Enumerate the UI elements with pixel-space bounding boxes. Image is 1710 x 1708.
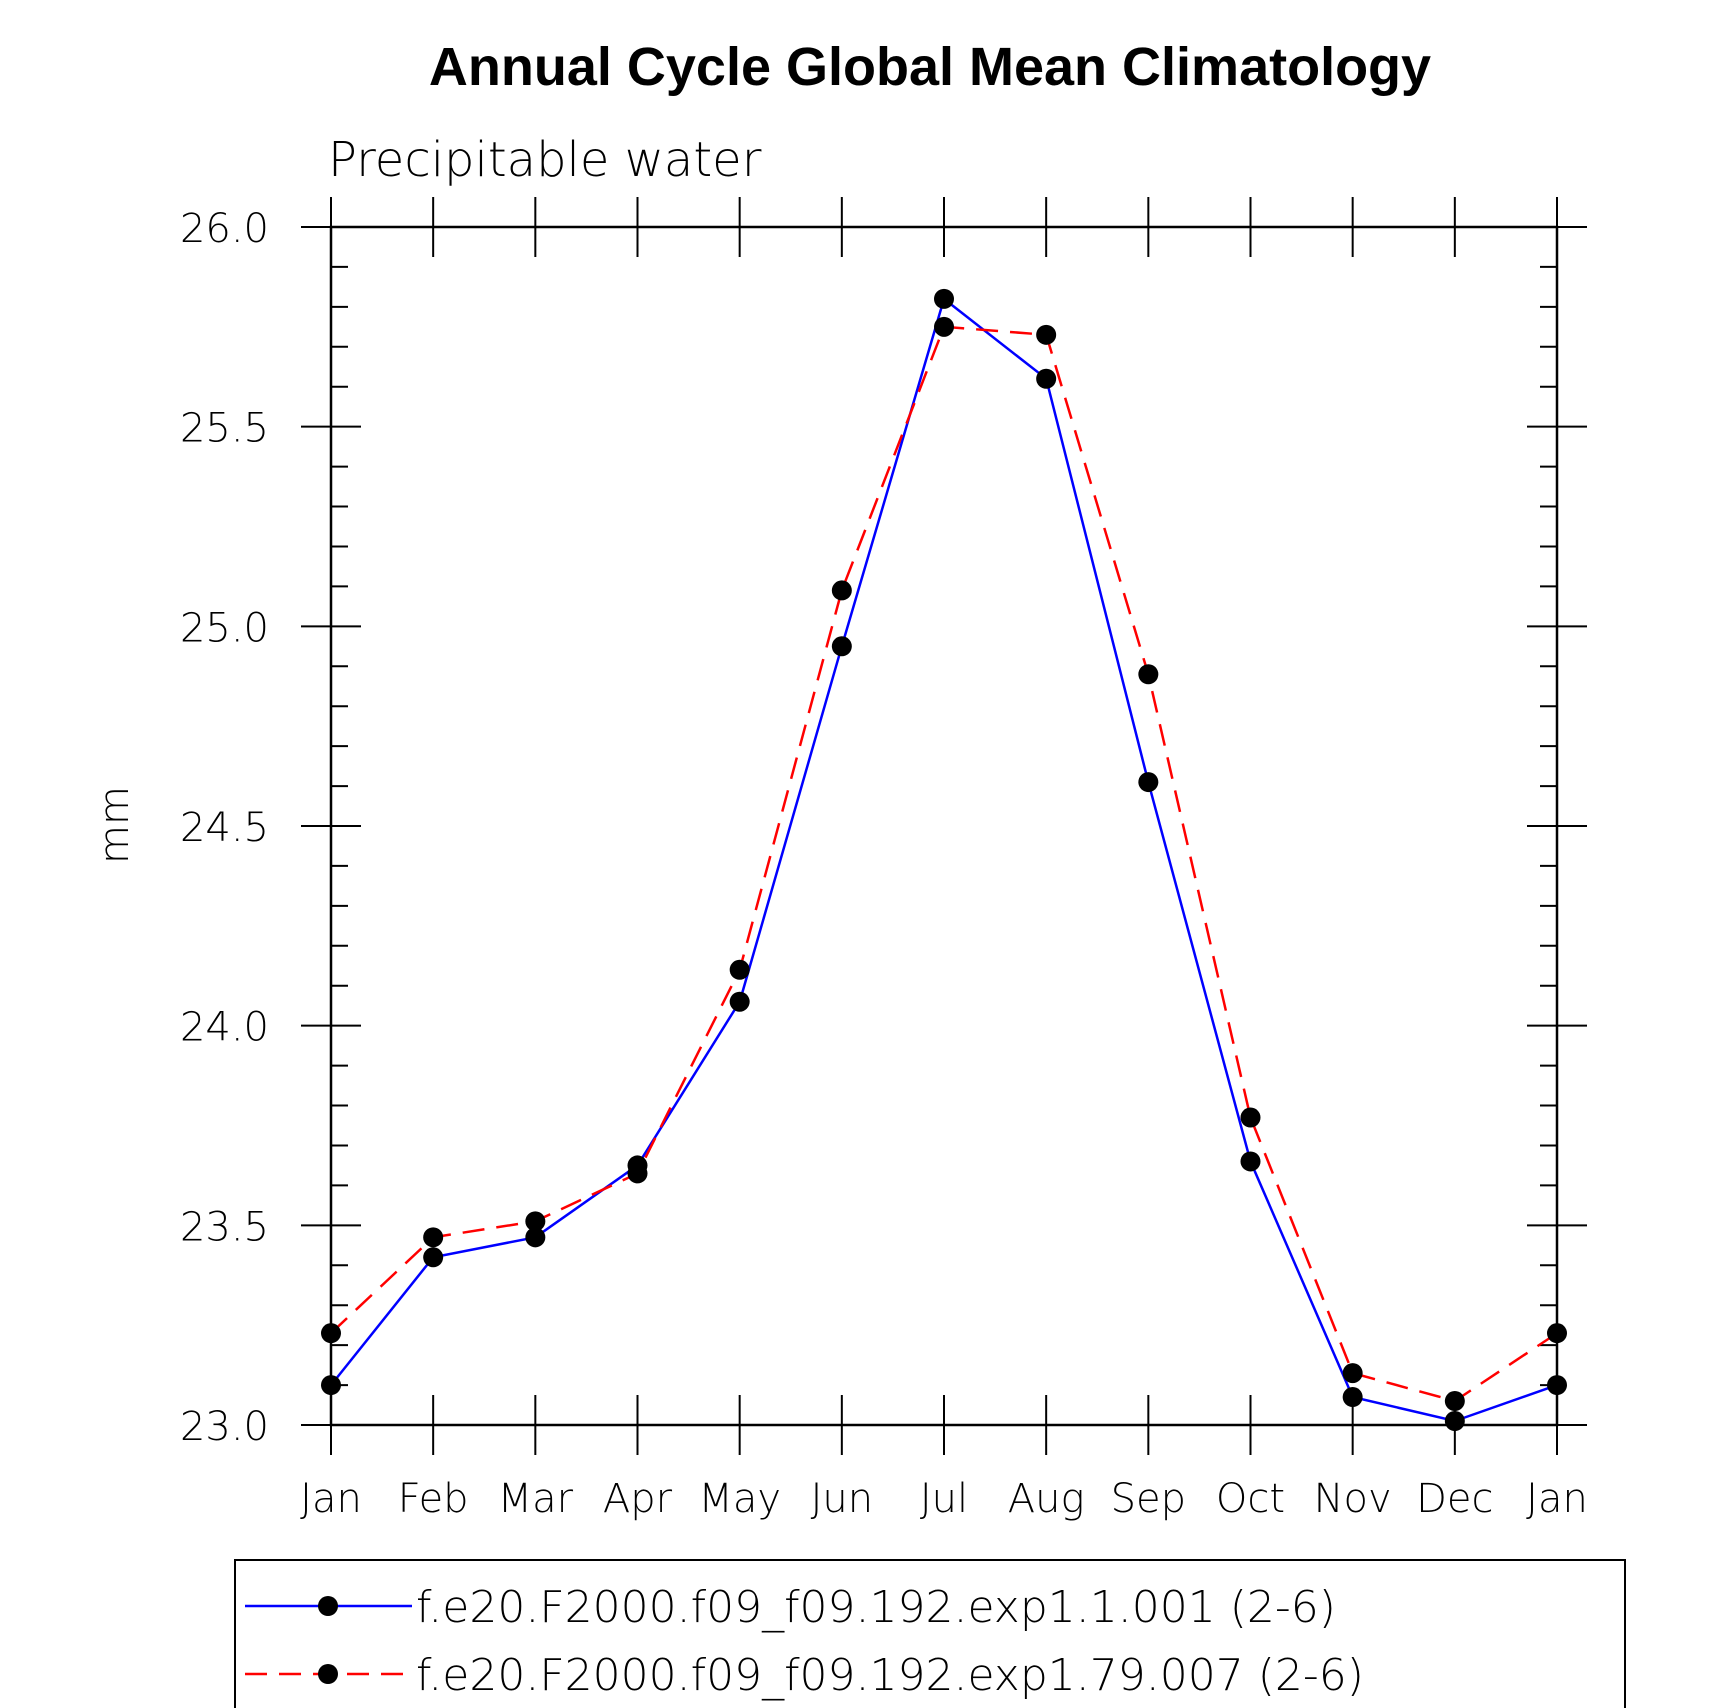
markers-layer [321, 288, 1567, 1432]
x-tick-label: Jan [300, 1476, 362, 1522]
y-tick-label: 23.0 [180, 1404, 269, 1450]
data-point-series-2 [1547, 1323, 1567, 1344]
legend-marker-series-1 [318, 1596, 338, 1616]
plot-frame [329, 225, 1559, 1427]
data-point-series-2 [321, 1323, 341, 1344]
data-point-series-1 [934, 288, 954, 309]
x-tick-label: Nov [1314, 1476, 1392, 1522]
y-tick-label: 24.0 [180, 1005, 269, 1051]
chart-subtitle: Precipitable water [328, 132, 762, 188]
x-tick-label: Apr [603, 1476, 673, 1522]
data-point-series-1 [423, 1247, 444, 1268]
series-line-2 [330, 325, 1558, 1403]
x-tick-label: Dec [1416, 1476, 1493, 1522]
x-tick-label: Jul [920, 1476, 968, 1522]
x-tick-label: Oct [1216, 1476, 1285, 1522]
x-tick-label: Mar [498, 1476, 574, 1522]
x-tick-label: Sep [1111, 1476, 1186, 1522]
data-point-series-2 [1240, 1107, 1261, 1128]
data-point-series-1 [1240, 1151, 1261, 1172]
axis-ticks [301, 197, 1587, 1455]
y-tick-labels: 23.0 23.5 24.0 24.5 25.0 25.5 26.0 [180, 206, 269, 1450]
x-tick-label: Jun [811, 1476, 874, 1522]
legend-label-series-2: f.e20.F2000.f09_f09.192.exp1.79.007 (2-6… [416, 1650, 1364, 1701]
y-tick-label: 25.5 [180, 406, 269, 452]
data-point-series-2 [1342, 1363, 1363, 1384]
chart-title: Annual Cycle Global Mean Climatology [429, 37, 1431, 97]
data-point-series-1 [321, 1375, 341, 1396]
y-tick-label: 23.5 [180, 1204, 269, 1250]
y-tick-label: 24.5 [180, 805, 269, 851]
legend-marker-series-2 [318, 1664, 338, 1684]
data-point-series-2 [1444, 1391, 1465, 1412]
legend-box [234, 1559, 1626, 1708]
data-point-series-1 [1547, 1375, 1567, 1396]
data-point-series-2 [423, 1227, 444, 1248]
data-point-series-1 [831, 636, 852, 657]
series-layer [330, 296, 1558, 1423]
legend: f.e20.F2000.f09_f09.192.exp1.1.001 (2-6)… [234, 1559, 1626, 1708]
x-tick-label: Jan [1526, 1476, 1588, 1522]
data-point-series-2 [934, 316, 954, 337]
y-tick-label: 25.0 [180, 605, 269, 651]
x-tick-label: Feb [398, 1476, 469, 1522]
y-tick-label: 26.0 [180, 206, 269, 252]
x-tick-label: May [698, 1476, 781, 1522]
x-tick-label: Aug [1008, 1476, 1085, 1522]
data-point-series-2 [627, 1163, 648, 1184]
data-point-series-2 [831, 580, 852, 601]
data-point-series-1 [729, 991, 750, 1012]
data-point-series-2 [729, 959, 750, 980]
x-tick-labels: Jan Feb Mar Apr May Jun Jul Aug Sep Oct Nov Dec Jan [300, 1476, 1588, 1522]
series-line-1 [330, 296, 1558, 1423]
data-point-series-1 [1342, 1387, 1363, 1408]
data-point-series-2 [1138, 664, 1159, 685]
data-point-series-1 [1444, 1411, 1465, 1432]
data-point-series-2 [525, 1211, 546, 1232]
data-point-series-1 [525, 1227, 546, 1248]
data-point-series-2 [1036, 324, 1057, 345]
data-point-series-1 [1036, 368, 1057, 389]
data-point-series-1 [1138, 772, 1159, 793]
legend-label-series-1: f.e20.F2000.f09_f09.192.exp1.1.001 (2-6) [416, 1582, 1336, 1633]
y-axis-label: mm [92, 786, 138, 864]
